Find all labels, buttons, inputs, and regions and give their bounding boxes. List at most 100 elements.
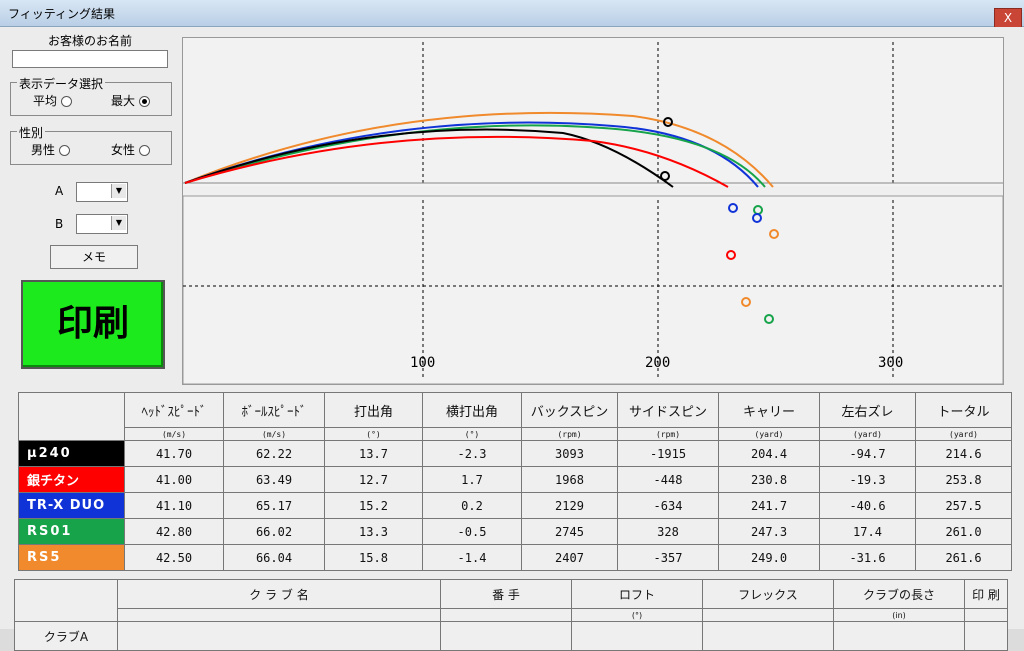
unit-cell: (°): [324, 427, 423, 441]
landing-marker-rs5-total: [741, 297, 751, 307]
club-corner-cell: [14, 579, 118, 622]
trajectory-gin-titan: [184, 135, 729, 188]
header-carry: キャリー: [718, 392, 820, 428]
unit-cell: (yard): [915, 427, 1012, 441]
unit-cell: (in): [833, 608, 965, 622]
print-checkbox[interactable]: [964, 621, 1008, 651]
table-cell: 42.80: [124, 518, 224, 545]
landing-marker-mu240-side: [663, 117, 673, 127]
unit-cell: (°): [571, 608, 703, 622]
table-row: RS01 42.80 66.02 13.3 -0.5 2745 328 247.…: [18, 518, 1012, 545]
landing-marker-mu240-carry: [660, 171, 670, 181]
compare-b-select[interactable]: ▼: [76, 214, 128, 234]
customer-name-label: お客様のお名前: [48, 34, 133, 48]
landing-marker-rs01-total: [764, 314, 774, 324]
gender-legend: 性別: [17, 124, 46, 141]
display-data-legend: 表示データ選択: [17, 75, 106, 92]
club-name-trx-duo: TR-X DUO: [18, 492, 125, 519]
table-cell: 41.70: [124, 440, 224, 467]
club-name-gin-titan: 銀チタン: [18, 466, 125, 493]
results-table: ﾍｯﾄﾞｽﾋﾟｰﾄﾞ ﾎﾞｰﾙｽﾋﾟｰﾄﾞ 打出角 横打出角 バックスピン サイ…: [18, 392, 1012, 571]
male-radio[interactable]: 男性: [31, 141, 71, 158]
average-radio[interactable]: 平均: [33, 92, 73, 109]
club-length-field[interactable]: [833, 621, 965, 651]
x-tick-100: 100: [410, 355, 436, 371]
close-button[interactable]: X: [994, 8, 1022, 28]
table-row: μ240 41.70 62.22 13.7 -2.3 3093 -1915 20…: [18, 440, 1012, 467]
print-button[interactable]: 印刷: [21, 280, 165, 369]
table-cell: 261.6: [915, 544, 1012, 571]
loft-field[interactable]: [571, 621, 703, 651]
side-view-area: [183, 38, 1003, 186]
table-cell: 42.50: [124, 544, 224, 571]
compare-a-select[interactable]: ▼: [76, 182, 128, 202]
club-number-field[interactable]: [440, 621, 572, 651]
corner-cell: [18, 392, 125, 441]
header-deviation: 左右ズレ: [819, 392, 916, 428]
female-radio[interactable]: 女性: [111, 141, 151, 158]
header-launch-angle: 打出角: [324, 392, 423, 428]
landing-marker-trx-duo: [728, 203, 738, 213]
table-cell: 328: [617, 518, 719, 545]
max-radio[interactable]: 最大: [111, 92, 151, 109]
flex-field[interactable]: [702, 621, 834, 651]
table-cell: 2129: [521, 492, 618, 519]
header-club-name: ク ラ ブ 名: [117, 579, 441, 609]
table-cell: -40.6: [819, 492, 916, 519]
table-cell: 214.6: [915, 440, 1012, 467]
table-cell: 12.7: [324, 466, 423, 493]
unit-cell: (yard): [718, 427, 820, 441]
table-cell: 204.4: [718, 440, 820, 467]
header-club-length: クラブの長さ: [833, 579, 965, 609]
unit-cell: (yard): [819, 427, 916, 441]
table-cell: 66.04: [223, 544, 325, 571]
unit-cell: [440, 608, 572, 622]
trajectory-rs01: [184, 124, 766, 188]
window-title: フィッティング結果: [8, 7, 116, 21]
table-cell: 15.8: [324, 544, 423, 571]
gender-group: 性別 男性 女性: [10, 124, 172, 165]
table-cell: -19.3: [819, 466, 916, 493]
table-cell: 261.0: [915, 518, 1012, 545]
landing-marker-gin-titan: [726, 250, 736, 260]
unit-cell: [702, 608, 834, 622]
club-a-row-label: クラブA: [14, 621, 118, 651]
landing-marker-trx-duo-total: [752, 213, 762, 223]
table-cell: 17.4: [819, 518, 916, 545]
compare-b-label: B: [55, 217, 64, 231]
club-name-mu240: μ240: [18, 440, 125, 467]
club-name-field[interactable]: [117, 621, 441, 651]
top-view-area: [183, 195, 1003, 384]
table-cell: 62.22: [223, 440, 325, 467]
table-cell: -448: [617, 466, 719, 493]
x-tick-300: 300: [878, 355, 904, 371]
radio-icon: [59, 145, 71, 156]
table-cell: 63.49: [223, 466, 325, 493]
club-table: ク ラ ブ 名 番 手 ロフト フレックス クラブの長さ 印 刷 (°) (in…: [14, 579, 1008, 651]
customer-name-field[interactable]: [12, 50, 168, 68]
table-cell: -94.7: [819, 440, 916, 467]
club-name-rs01: RS01: [18, 518, 125, 545]
trajectory-mu240: [184, 128, 674, 188]
table-cell: -0.5: [422, 518, 522, 545]
header-loft: ロフト: [571, 579, 703, 609]
header-backspin: バックスピン: [521, 392, 618, 428]
table-cell: 241.7: [718, 492, 820, 519]
table-cell: 3093: [521, 440, 618, 467]
table-cell: 257.5: [915, 492, 1012, 519]
table-cell: -1915: [617, 440, 719, 467]
table-cell: 41.00: [124, 466, 224, 493]
header-print: 印 刷: [964, 579, 1008, 609]
unit-cell: [964, 608, 1008, 622]
female-label: 女性: [111, 143, 136, 157]
trajectory-plot: [182, 37, 1004, 385]
table-cell: -1.4: [422, 544, 522, 571]
header-club-number: 番 手: [440, 579, 572, 609]
club-name-rs5: RS5: [18, 544, 125, 571]
header-total: トータル: [915, 392, 1012, 428]
male-label: 男性: [31, 143, 56, 157]
table-cell: 2745: [521, 518, 618, 545]
table-cell: 41.10: [124, 492, 224, 519]
landing-marker-rs5: [769, 229, 779, 239]
memo-button[interactable]: メモ: [50, 245, 138, 269]
